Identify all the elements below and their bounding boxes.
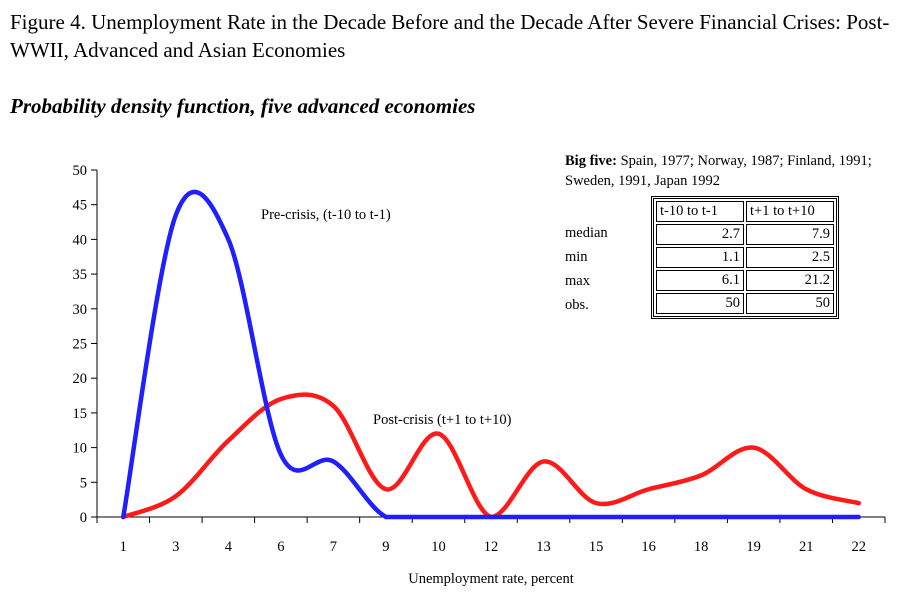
- stats-label-max: max: [565, 273, 590, 289]
- x-tick-label: 4: [225, 539, 233, 555]
- x-tick-label: 6: [277, 539, 284, 555]
- y-tick-label: 30: [73, 302, 88, 318]
- stats-cell: 21.2: [746, 270, 834, 291]
- y-tick-label: 45: [73, 198, 88, 214]
- x-tick-label: 18: [694, 539, 709, 555]
- chart-series: [121, 189, 861, 520]
- stats-heading: Big five: Spain, 1977; Norway, 1987; Fin…: [565, 151, 895, 191]
- stats-header-row: t-10 to t-1 t+1 to t+10: [656, 201, 834, 222]
- x-tick-label: 15: [589, 539, 604, 555]
- y-tick-label: 10: [73, 441, 88, 457]
- x-tick-label: 10: [431, 539, 446, 555]
- x-tick-label: 3: [172, 539, 179, 555]
- x-tick-label: 16: [641, 539, 656, 555]
- stats-label-obs: obs.: [565, 297, 589, 313]
- x-tick-label: 19: [746, 539, 761, 555]
- stats-cell: 50: [746, 293, 834, 314]
- y-tick-label: 40: [73, 232, 88, 248]
- stats-cell: 7.9: [746, 224, 834, 245]
- figure-subtitle: Probability density function, five advan…: [10, 94, 476, 118]
- y-tick-label: 35: [73, 267, 88, 283]
- x-axis-label: Unemployment rate, percent: [408, 571, 573, 587]
- stats-cell: 6.1: [656, 270, 744, 291]
- y-tick-label: 0: [80, 510, 87, 526]
- stats-cell: 1.1: [656, 247, 744, 268]
- chart-series-labels: Pre-crisis, (t-10 to t-1) Post-crisis (t+…: [261, 207, 512, 428]
- series-label-pre-crisis: Pre-crisis, (t-10 to t-1): [261, 207, 391, 223]
- stats-cell: 2.5: [746, 247, 834, 268]
- x-tick-label: 12: [484, 539, 499, 555]
- series-label-post-crisis: Post-crisis (t+1 to t+10): [373, 412, 512, 428]
- stats-row-labels: median min max obs.: [565, 221, 608, 317]
- x-tick-label: 21: [799, 539, 814, 555]
- stats-row-median: 2.7 7.9: [656, 224, 834, 245]
- stats-heading-text: Spain, 1977; Norway, 1987; Finland, 1991…: [565, 153, 872, 189]
- stats-col-pre: t-10 to t-1: [656, 201, 744, 222]
- y-tick-label: 15: [73, 406, 88, 422]
- figure-title: Figure 4. Unemployment Rate in the Decad…: [10, 10, 890, 62]
- stats-label-median: median: [565, 225, 608, 241]
- stats-heading-bold: Big five:: [565, 153, 617, 169]
- x-tick-label: 9: [382, 539, 389, 555]
- stats-table: t-10 to t-1 t+1 to t+10 2.7 7.9 1.1 2.5 …: [651, 196, 839, 319]
- x-tick-label: 22: [851, 539, 866, 555]
- stats-label-min: min: [565, 249, 588, 265]
- y-tick-label: 50: [73, 163, 88, 179]
- stats-cell: 50: [656, 293, 744, 314]
- x-tick-label: 1: [120, 539, 127, 555]
- stats-row-max: 6.1 21.2: [656, 270, 834, 291]
- y-tick-label: 5: [80, 475, 87, 491]
- stats-row-obs: 50 50: [656, 293, 834, 314]
- y-tick-label: 25: [73, 337, 88, 353]
- stats-row-min: 1.1 2.5: [656, 247, 834, 268]
- series-line-post-crisis: [121, 392, 861, 520]
- series-line-pre-crisis: [121, 189, 861, 520]
- x-tick-label: 7: [330, 539, 337, 555]
- x-tick-label: 13: [536, 539, 551, 555]
- y-tick-label: 20: [73, 371, 88, 387]
- stats-col-post: t+1 to t+10: [746, 201, 834, 222]
- stats-cell: 2.7: [656, 224, 744, 245]
